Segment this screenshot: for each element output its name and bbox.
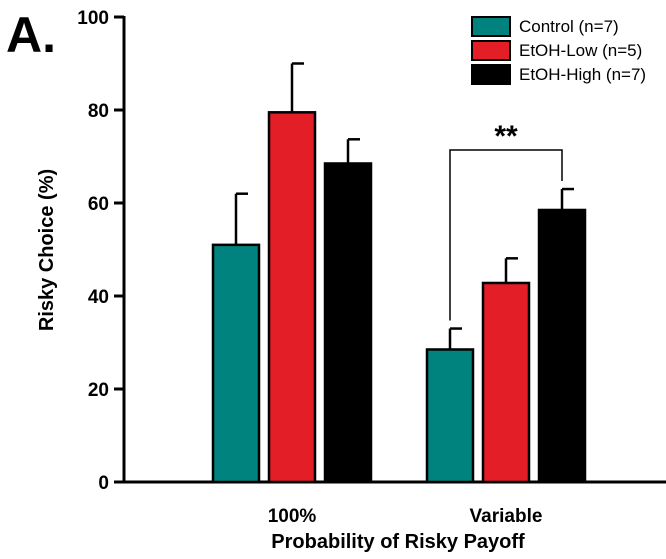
x-category-label: Variable bbox=[470, 506, 543, 527]
y-tick-label: 100 bbox=[77, 8, 109, 29]
legend-swatch bbox=[471, 40, 511, 61]
x-axis: 100% Variable bbox=[122, 480, 666, 527]
panel-label: A. bbox=[6, 7, 56, 63]
legend-label: EtOH-Low (n=5) bbox=[519, 41, 642, 60]
bars bbox=[211, 111, 587, 484]
bar bbox=[481, 281, 531, 484]
y-axis: 0 20 40 60 80 100 bbox=[77, 8, 126, 494]
bar bbox=[211, 243, 261, 484]
legend-swatch bbox=[471, 64, 511, 85]
x-category-label: 100% bbox=[268, 506, 317, 527]
significance-label: ** bbox=[494, 120, 518, 153]
y-tick-label: 80 bbox=[88, 101, 109, 122]
significance-annotations: ** bbox=[449, 120, 563, 321]
bar bbox=[267, 111, 317, 484]
legend-label: Control (n=7) bbox=[519, 17, 619, 36]
error-bars bbox=[234, 62, 574, 350]
legend: Control (n=7) EtOH-Low (n=5) EtOH-High (n=… bbox=[471, 16, 646, 85]
y-tick-label: 20 bbox=[88, 380, 109, 401]
y-tick-label: 0 bbox=[98, 473, 109, 494]
legend-label: EtOH-High (n=7) bbox=[519, 65, 646, 84]
y-tick-label: 40 bbox=[88, 287, 109, 308]
bar bbox=[425, 348, 475, 484]
legend-swatch bbox=[471, 16, 511, 37]
y-tick-label: 60 bbox=[88, 194, 109, 215]
y-axis-title: Risky Choice (%) bbox=[36, 169, 58, 331]
significance-bracket bbox=[449, 149, 563, 321]
x-axis-title: Probability of Risky Payoff bbox=[271, 531, 525, 553]
bar bbox=[537, 208, 587, 484]
bar bbox=[323, 162, 373, 484]
